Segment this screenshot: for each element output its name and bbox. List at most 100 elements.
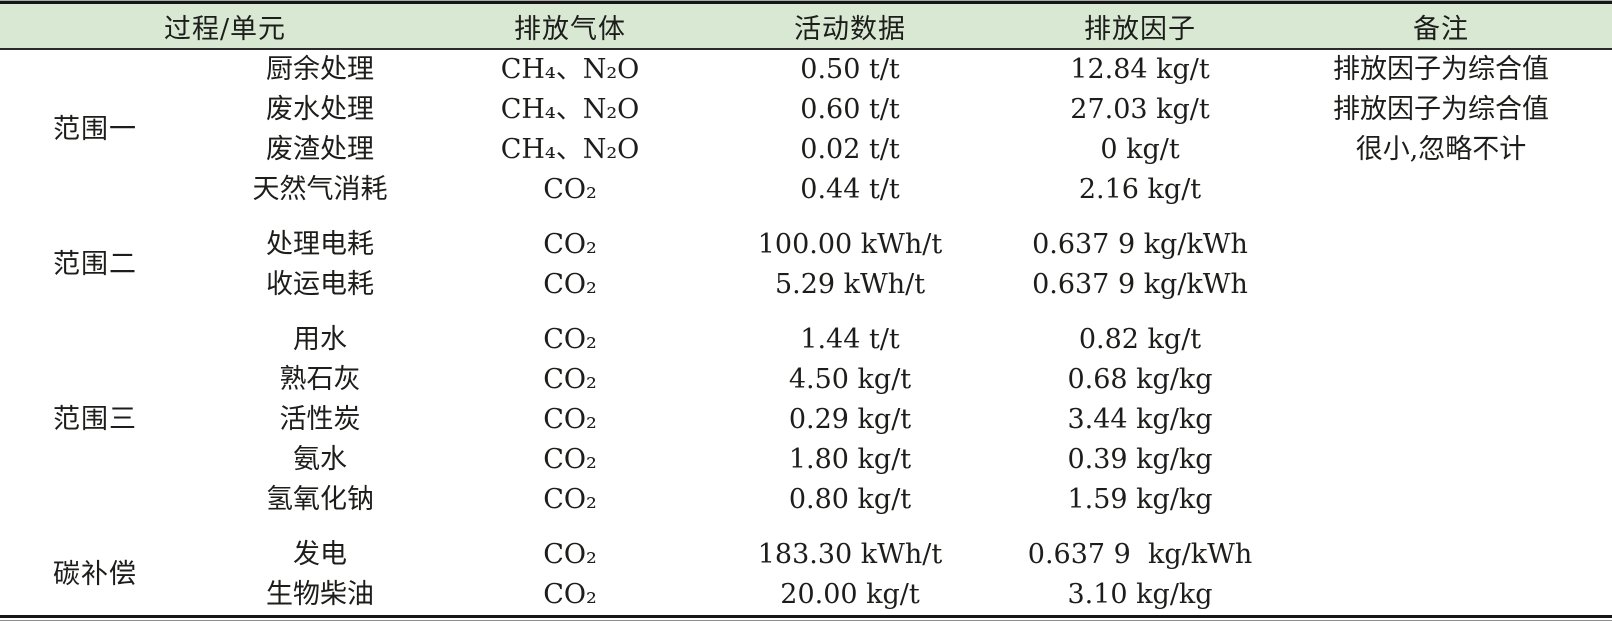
- factor-cell: 3.10 kg/kg: [1067, 578, 1213, 610]
- factor-cell: 0 kg/t: [1100, 133, 1180, 165]
- process-cell: 处理电耗: [266, 228, 374, 260]
- factor-cell: 27.03 kg/t: [1070, 93, 1210, 125]
- process-cell: 天然气消耗: [252, 173, 388, 205]
- process-cell: 活性炭: [279, 403, 361, 435]
- factor-cell: 0.82 kg/t: [1078, 323, 1202, 355]
- gas-cell: CO₂: [543, 363, 597, 395]
- activity-cell: 20.00 kg/t: [780, 578, 920, 610]
- header-row: 过程/单元 排放气体 活动数据 排放因子 备注: [0, 2, 1612, 50]
- gas-cell: CO₂: [543, 578, 597, 610]
- activity-cell: 0.29 kg/t: [788, 403, 912, 435]
- factor-cell: 1.59 kg/kg: [1067, 483, 1213, 515]
- group-spacer: [0, 520, 1612, 535]
- gas-cell: CO₂: [543, 268, 597, 300]
- group-3: 范围三 用水 CO₂ 1.44 t/t 0.82 kg/t 熟石灰 CO₂ 4.50 kg/t…: [0, 305, 1612, 520]
- remark-cell: [1270, 320, 1612, 360]
- table-row: 范围三 用水 CO₂ 1.44 t/t 0.82 kg/t: [0, 320, 1612, 433]
- gas-cell: CO₂: [543, 173, 597, 205]
- group-spacer: [0, 305, 1612, 320]
- table-row: 生物柴油 CO₂ 20.00 kg/t 3.10 kg/kg: [0, 575, 1612, 617]
- remark-cell: [1270, 170, 1612, 210]
- gas-cell: CH₄、N₂O: [500, 93, 640, 125]
- remark-cell: 很小,忽略不计: [1355, 133, 1527, 165]
- process-cell: 收运电耗: [266, 268, 374, 300]
- factor-cell: 3.44 kg/kg: [1067, 403, 1213, 435]
- process-cell: 用水: [293, 323, 347, 355]
- header-emission-gas: 排放气体: [450, 2, 691, 50]
- activity-cell: 4.50 kg/t: [788, 363, 912, 395]
- group-4: 碳补偿 发电 CO₂ 183.30 kWh/t 0.637 9 kg/kWh 生物柴油 CO…: [0, 520, 1612, 617]
- group-spacer-cell: [0, 305, 1612, 320]
- table-row: 活性炭 CO₂ 0.29 kg/t 3.44 kg/kg: [0, 400, 1612, 440]
- table-row: 氢氧化钠 CO₂ 0.80 kg/t 1.59 kg/kg: [0, 480, 1612, 520]
- gas-cell: CO₂: [543, 228, 597, 260]
- factor-cell: 0.637 9 kg/kWh: [1032, 228, 1248, 260]
- table-row: 天然气消耗 CO₂ 0.44 t/t 2.16 kg/t: [0, 170, 1612, 210]
- process-cell: 发电: [293, 538, 347, 570]
- gas-cell: CH₄、N₂O: [500, 133, 640, 165]
- factor-cell: 2.16 kg/t: [1078, 173, 1202, 205]
- table-header: 过程/单元 排放气体 活动数据 排放因子 备注: [0, 2, 1612, 50]
- group-2: 范围二 处理电耗 CO₂ 100.00 kWh/t 0.637 9 kg/kWh 收运电耗…: [0, 210, 1612, 305]
- group-label: 范围一: [53, 113, 137, 145]
- activity-cell: 0.50 t/t: [800, 53, 900, 85]
- process-cell: 厨余处理: [266, 53, 374, 85]
- gas-cell: CO₂: [543, 443, 597, 475]
- activity-cell: 100.00 kWh/t: [757, 228, 943, 260]
- header-remark: 备注: [1270, 2, 1612, 50]
- factor-cell: 0.637 9 kg/kWh: [1027, 538, 1253, 570]
- table-row: 熟石灰 CO₂ 4.50 kg/t 0.68 kg/kg: [0, 360, 1612, 400]
- gas-cell: CO₂: [543, 323, 597, 355]
- gas-cell: CO₂: [543, 538, 597, 570]
- remark-cell: [1270, 265, 1612, 305]
- group-label: 范围二: [53, 248, 137, 280]
- remark-cell: 排放因子为综合值: [1333, 53, 1550, 85]
- process-cell: 氨水: [293, 443, 347, 475]
- table-row: 氨水 CO₂ 1.80 kg/t 0.39 kg/kg: [0, 440, 1612, 480]
- table-row: 废渣处理 CH₄、N₂O 0.02 t/t 0 kg/t 很小,忽略不计: [0, 130, 1612, 170]
- factor-cell: 0.637 9 kg/kWh: [1032, 268, 1248, 300]
- gas-cell: CO₂: [543, 403, 597, 435]
- table-row: 收运电耗 CO₂ 5.29 kWh/t 0.637 9 kg/kWh: [0, 265, 1612, 305]
- activity-cell: 0.80 kg/t: [788, 483, 912, 515]
- gas-cell: CH₄、N₂O: [500, 53, 640, 85]
- remark-cell: [1270, 360, 1612, 400]
- activity-cell: 0.44 t/t: [800, 173, 900, 205]
- activity-cell: 1.80 kg/t: [788, 443, 912, 475]
- remark-cell: [1270, 440, 1612, 480]
- factor-cell: 12.84 kg/t: [1070, 53, 1210, 85]
- table-row: 范围二 处理电耗 CO₂ 100.00 kWh/t 0.637 9 kg/kWh: [0, 225, 1612, 278]
- activity-cell: 1.44 t/t: [800, 323, 900, 355]
- remark-cell: [1270, 575, 1612, 617]
- process-cell: 熟石灰: [279, 363, 361, 395]
- remark-cell: [1270, 400, 1612, 440]
- activity-cell: 183.30 kWh/t: [757, 538, 943, 570]
- group-label: 碳补偿: [53, 558, 137, 590]
- group-spacer: [0, 210, 1612, 225]
- gas-cell: CO₂: [543, 483, 597, 515]
- activity-cell: 0.60 t/t: [800, 93, 900, 125]
- process-cell: 废渣处理: [266, 133, 374, 165]
- activity-cell: 0.02 t/t: [800, 133, 900, 165]
- table-row: 碳补偿 发电 CO₂ 183.30 kWh/t 0.637 9 kg/kWh: [0, 535, 1612, 588]
- remark-cell: 排放因子为综合值: [1333, 93, 1550, 125]
- header-activity-data: 活动数据: [690, 2, 1011, 50]
- group-1: 范围一 厨余处理 CH₄、N₂O 0.50 t/t 12.84 kg/t 排放因子为综合值…: [0, 49, 1612, 210]
- factor-cell: 0.68 kg/kg: [1067, 363, 1213, 395]
- factor-cell: 0.39 kg/kg: [1067, 443, 1213, 475]
- process-cell: 生物柴油: [266, 578, 374, 610]
- remark-cell: [1270, 480, 1612, 520]
- group-spacer-cell: [0, 210, 1612, 225]
- group-label: 范围三: [53, 403, 137, 435]
- process-cell: 氢氧化钠: [266, 483, 374, 515]
- group-spacer-cell: [0, 520, 1612, 535]
- header-emission-factor: 排放因子: [1010, 2, 1271, 50]
- activity-cell: 5.29 kWh/t: [774, 268, 926, 300]
- header-process-unit: 过程/单元: [0, 2, 451, 50]
- remark-cell: [1270, 225, 1612, 265]
- table-row: 废水处理 CH₄、N₂O 0.60 t/t 27.03 kg/t 排放因子为综合值: [0, 90, 1612, 130]
- table-row: 范围一 厨余处理 CH₄、N₂O 0.50 t/t 12.84 kg/t 排放因子为综合值: [0, 49, 1612, 143]
- remark-cell: [1270, 535, 1612, 575]
